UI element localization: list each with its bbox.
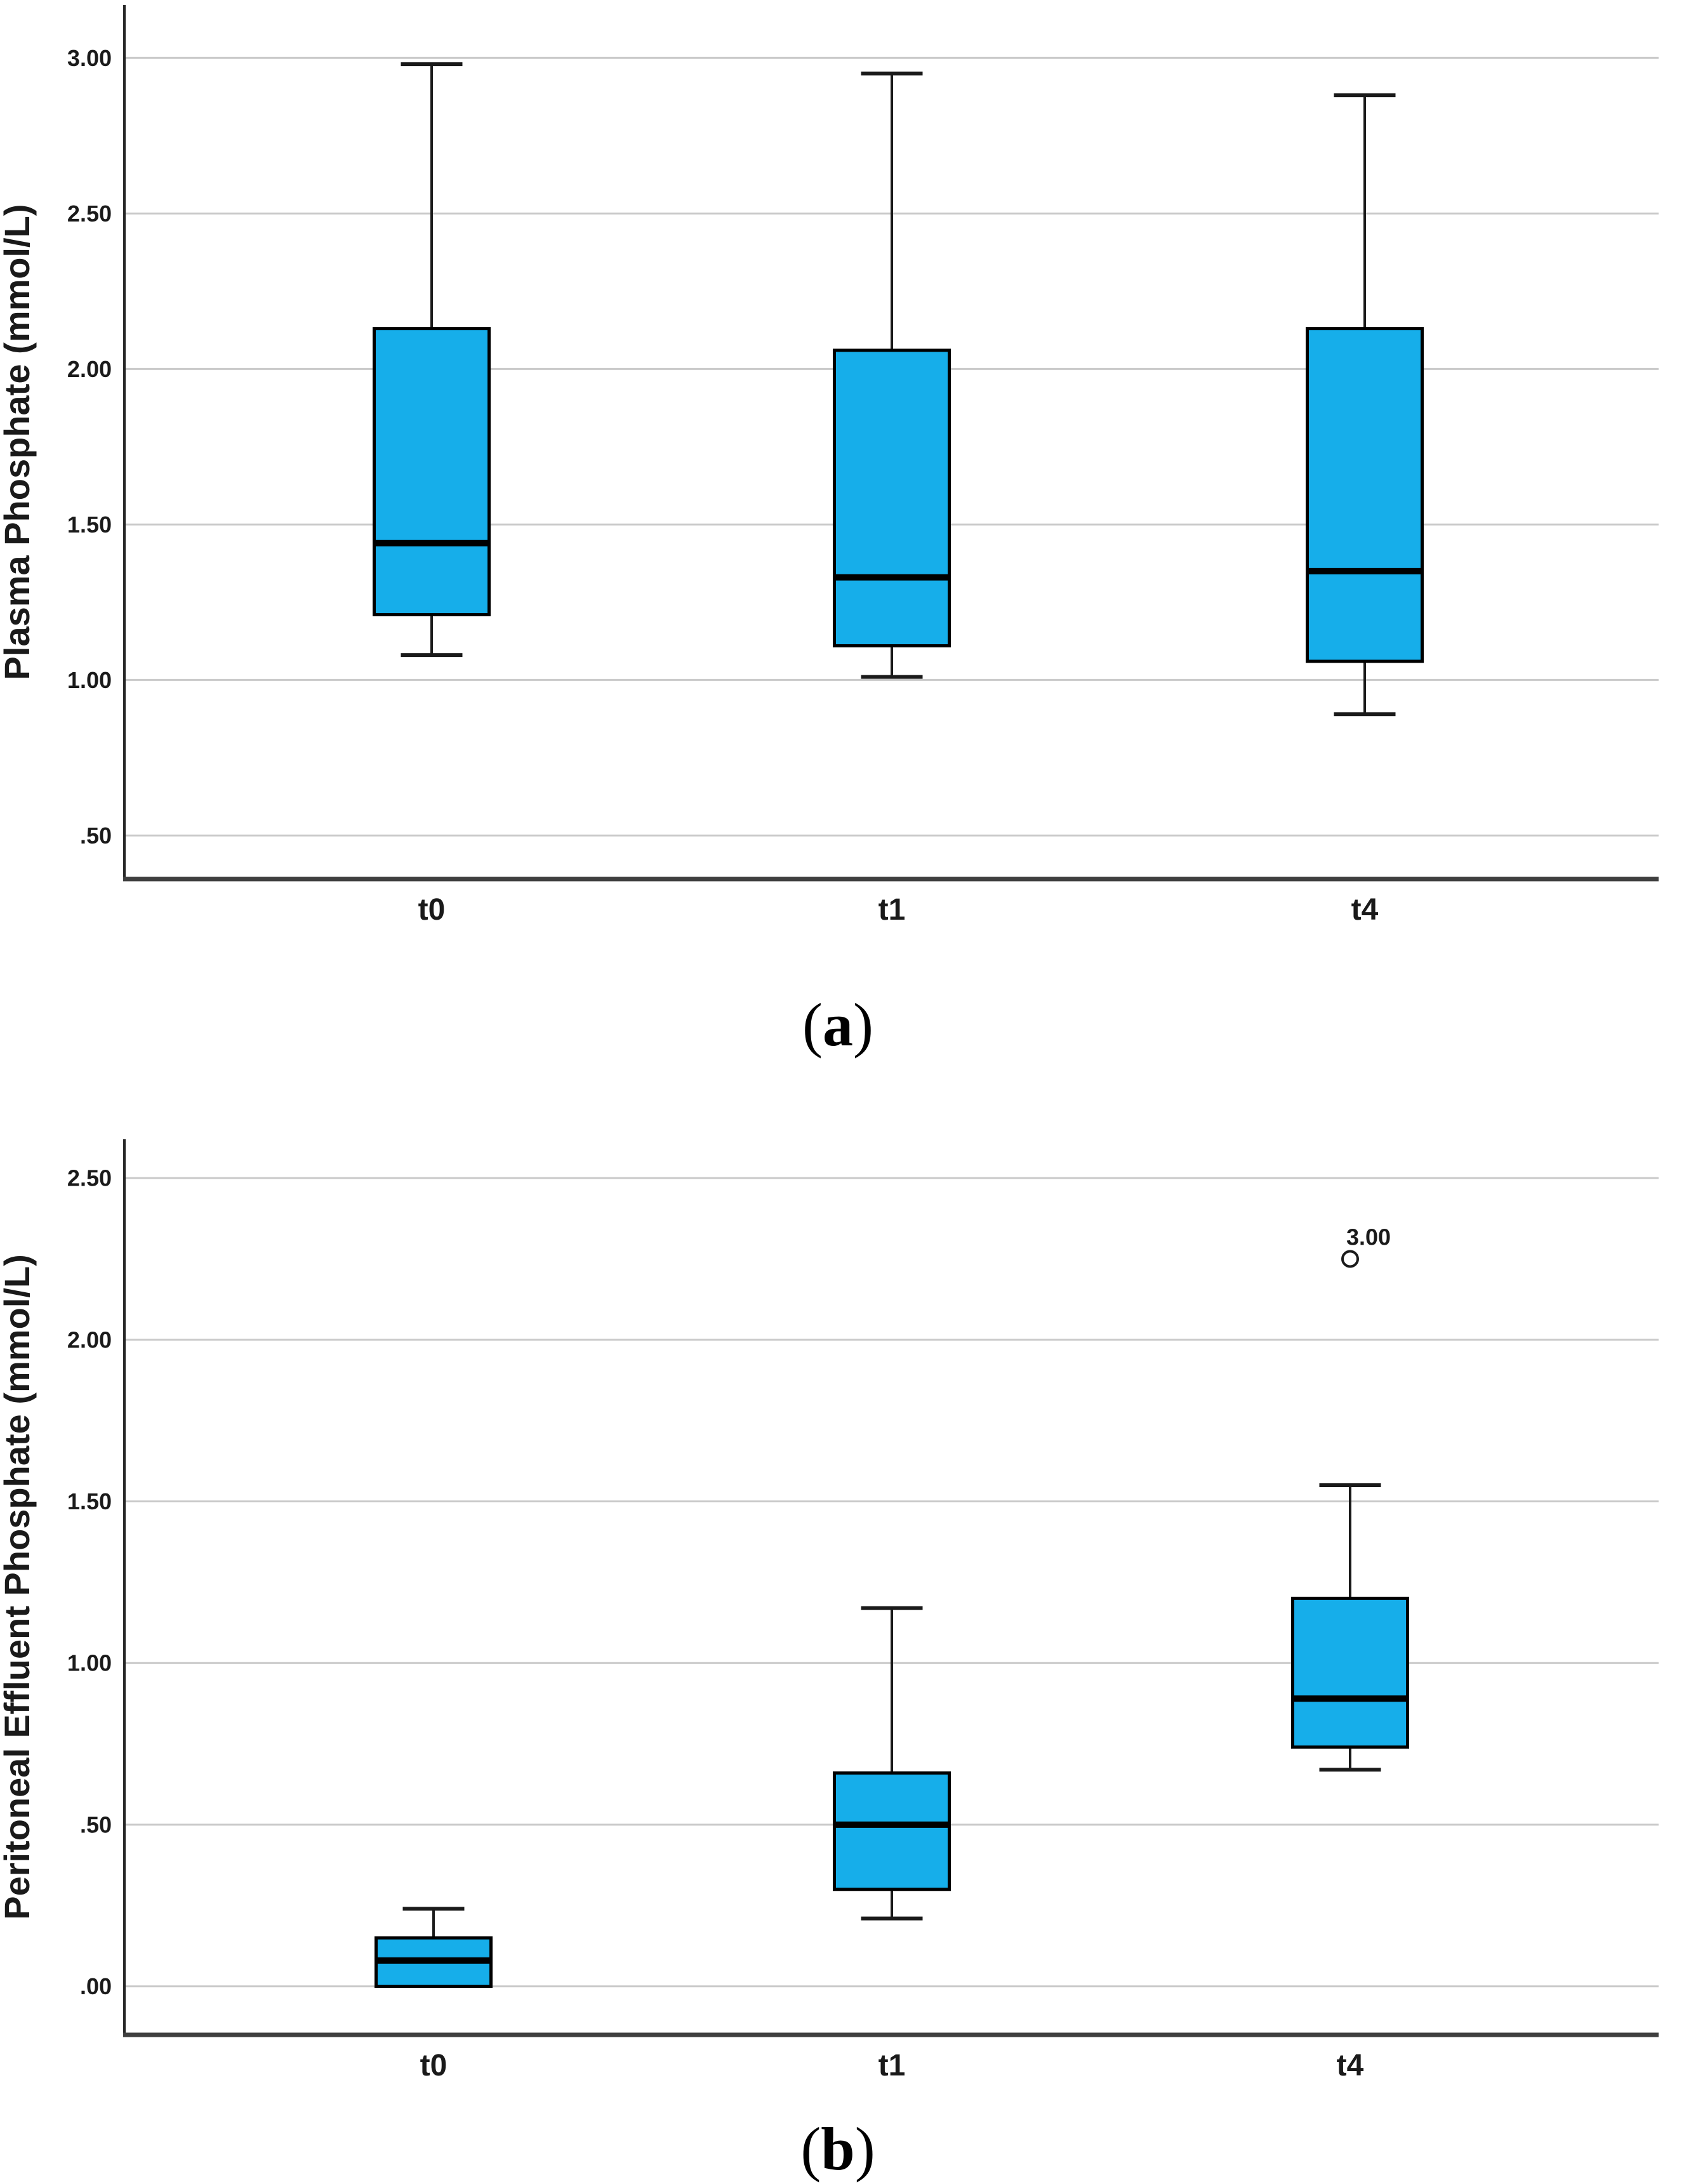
y-tick-label-b: .50	[80, 1811, 112, 1837]
x-category-label-a: t4	[1351, 893, 1379, 927]
caption-a-open-paren: (	[802, 991, 823, 1059]
x-category-label-a: t1	[878, 893, 906, 927]
panel-b-caption: (b)	[647, 2109, 1028, 2184]
y-tick-label-b: .00	[80, 1973, 112, 1999]
panel-a-caption: (a)	[647, 985, 1028, 1064]
box-b-t4	[1291, 1596, 1409, 1749]
caption-b-open-paren: (	[800, 2115, 821, 2183]
caption-a-close-paren: )	[853, 991, 873, 1059]
y-tick-label-a: 2.00	[67, 356, 112, 382]
x-category-label-a: t0	[418, 893, 446, 927]
outlier-marker-b-t4	[1341, 1250, 1359, 1268]
y-tick-label-a: 2.50	[67, 201, 112, 227]
y-tick-label-b: 2.00	[67, 1327, 112, 1353]
y-axis-title-a: Plasma Phosphate (mmol/L)	[0, 204, 37, 680]
x-category-label-b: t0	[420, 2049, 448, 2082]
y-axis-title-b: Peritoneal Effluent Phosphate (mmol/L)	[0, 1254, 37, 1920]
caption-b-letter: b	[821, 2115, 855, 2183]
box-a-t4	[1306, 327, 1424, 663]
y-tick-label-a: 1.00	[67, 667, 112, 693]
caption-b-close-paren: )	[854, 2115, 875, 2183]
x-category-label-b: t4	[1337, 2049, 1364, 2082]
y-tick-label-b: 1.50	[67, 1488, 112, 1514]
x-category-label-b: t1	[878, 2049, 906, 2082]
y-tick-label-a: 3.00	[67, 45, 112, 71]
caption-a-letter: a	[823, 991, 853, 1059]
box-b-t1	[833, 1771, 951, 1891]
y-tick-label-b: 1.00	[67, 1650, 112, 1676]
box-a-t1	[833, 348, 951, 647]
y-tick-label-b: 2.50	[67, 1165, 112, 1191]
box-a-t0	[373, 327, 491, 616]
outlier-label-b-t4: 3.00	[1346, 1224, 1391, 1250]
y-tick-label-a: .50	[80, 823, 112, 849]
y-tick-label-a: 1.50	[67, 512, 112, 538]
